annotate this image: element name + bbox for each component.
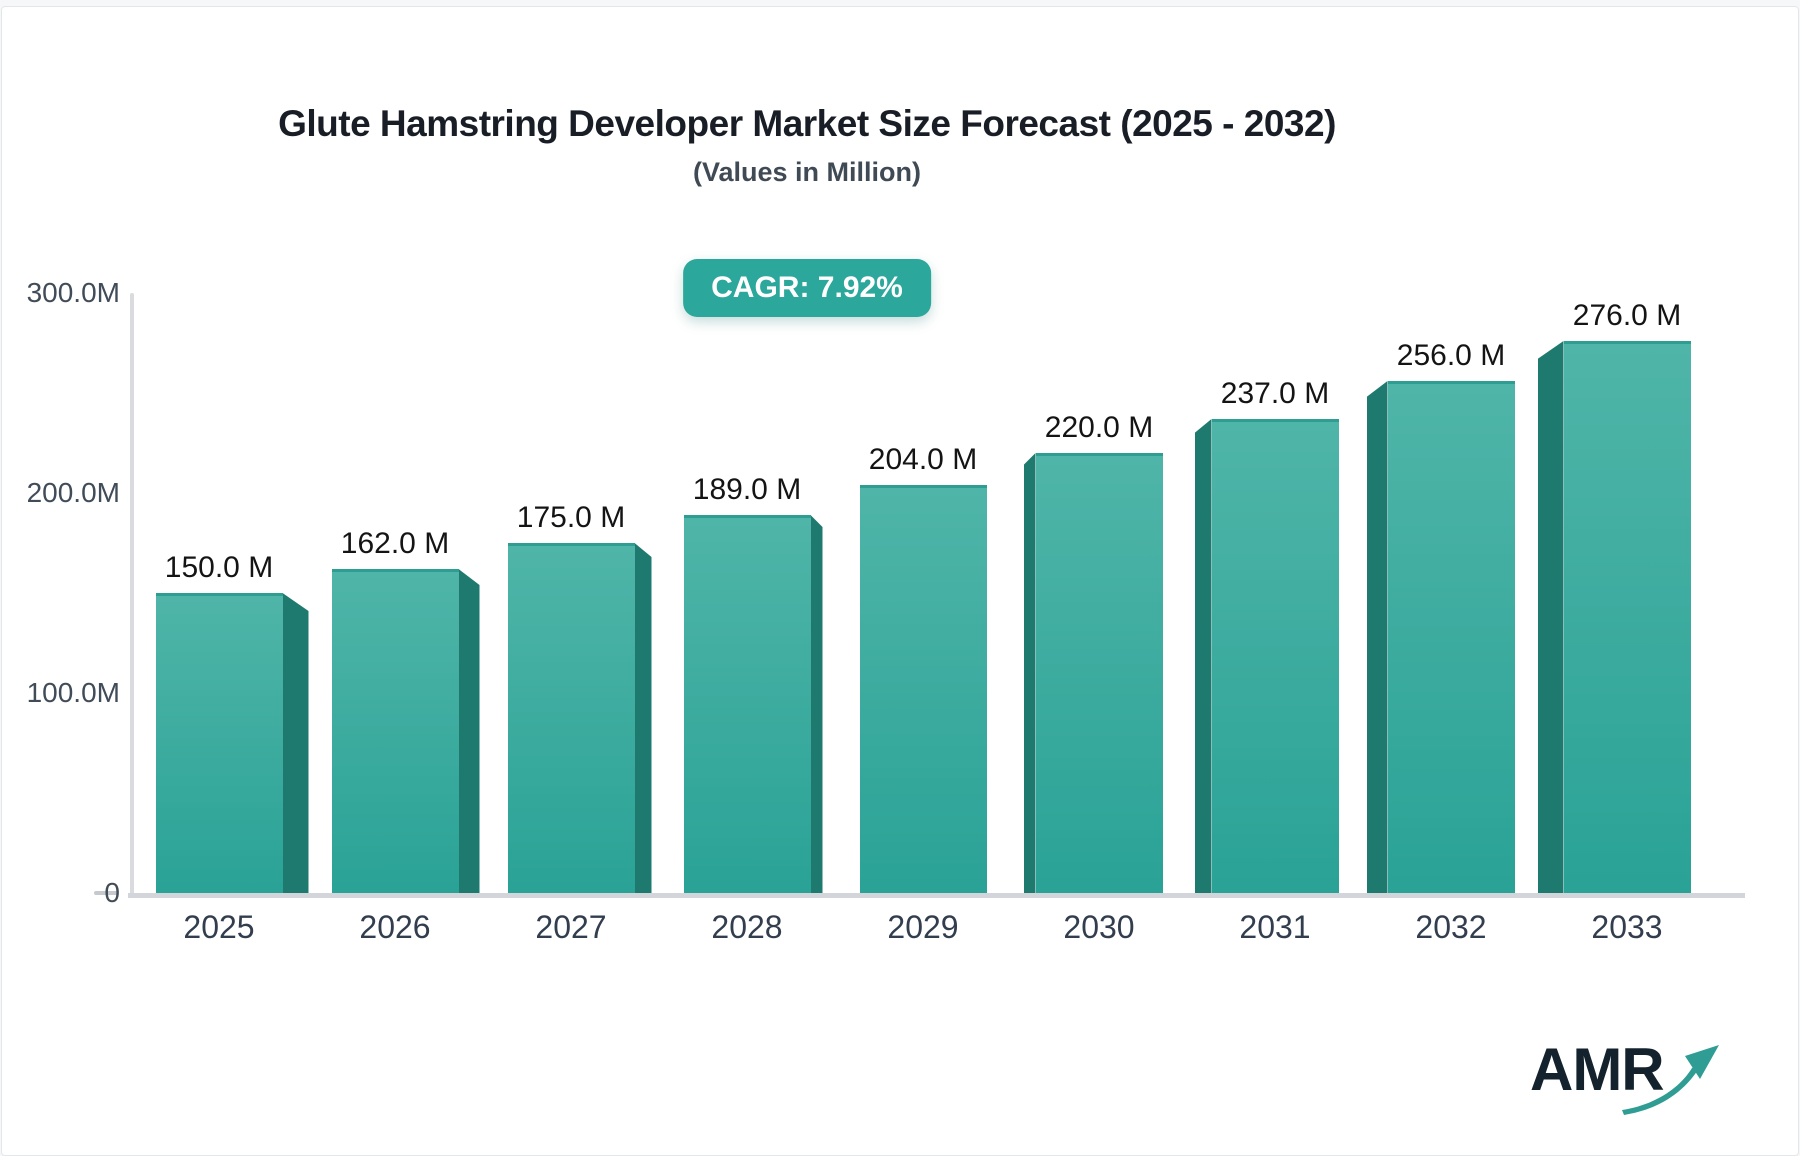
bar-value-label: 204.0 M <box>868 443 978 476</box>
y-axis-line <box>130 293 134 897</box>
bar-value-label: 150.0 M <box>164 551 274 584</box>
x-axis-tick-label: 2025 <box>183 909 255 945</box>
x-axis-tick-label: 2029 <box>887 909 959 945</box>
amr-logo-text: AMR <box>1530 1036 1665 1103</box>
bar-side-face-2032 <box>1366 381 1388 893</box>
bar-value-label: 256.0 M <box>1396 339 1506 372</box>
x-axis-line <box>128 893 1745 898</box>
cagr-badge-label: CAGR: 7.92% <box>711 271 903 304</box>
bar-side-face-2027 <box>634 543 652 893</box>
chart-subtitle: (Values in Million) <box>692 157 922 187</box>
bar-value-label: 162.0 M <box>340 527 450 560</box>
chart-card: Glute Hamstring Developer Market Size Fo… <box>1 6 1799 1156</box>
bar-2030 <box>1035 453 1163 893</box>
x-axis-tick-label: 2027 <box>535 909 607 945</box>
x-axis-tick-label: 2026 <box>359 909 431 945</box>
x-axis-tick-label: 2033 <box>1591 909 1663 945</box>
y-axis-tick-label: 0 <box>104 877 120 908</box>
zero-tick-dash <box>94 891 118 895</box>
bar-side-face-2028 <box>810 515 823 893</box>
x-axis-tick-label: 2030 <box>1063 909 1135 945</box>
cagr-badge: CAGR: 7.92% <box>683 259 931 317</box>
bar-value-label: 237.0 M <box>1220 377 1330 410</box>
bar-2031 <box>1211 419 1339 893</box>
bar-2026 <box>331 569 459 893</box>
bar-2028 <box>683 515 811 893</box>
amr-logo-arrow-icon <box>1622 1045 1719 1115</box>
bar-2032 <box>1387 381 1515 893</box>
y-axis-tick-label: 200.0M <box>26 477 120 508</box>
y-axis-tick-label: 100.0M <box>26 677 120 708</box>
bar-side-face-2030 <box>1023 453 1036 893</box>
bar-value-label: 276.0 M <box>1572 299 1682 332</box>
bar-side-face-2026 <box>458 569 480 893</box>
bar-2027 <box>507 543 635 893</box>
bar-value-label: 220.0 M <box>1044 411 1154 444</box>
bar-chart-plot: 300.0M 200.0M 100.0M 0 150.0 M 2025 162.0 M 202… <box>2 7 1798 1155</box>
bar-value-label: 175.0 M <box>516 501 626 534</box>
amr-logo: AMR <box>1530 1035 1740 1125</box>
bar-2025 <box>155 593 283 893</box>
x-axis-tick-label: 2031 <box>1239 909 1311 945</box>
bar-side-face-2033 <box>1537 341 1564 893</box>
x-axis-tick-label: 2032 <box>1415 909 1487 945</box>
x-axis-tick-label: 2028 <box>711 909 783 945</box>
bar-side-face-2031 <box>1194 419 1212 893</box>
bar-2029 <box>859 485 987 893</box>
bar-side-face-2025 <box>282 593 309 893</box>
bar-2033 <box>1563 341 1691 893</box>
bar-value-label: 189.0 M <box>692 473 802 506</box>
chart-title: Glute Hamstring Developer Market Size Fo… <box>278 103 1336 144</box>
y-axis-tick-label: 300.0M <box>26 277 120 308</box>
